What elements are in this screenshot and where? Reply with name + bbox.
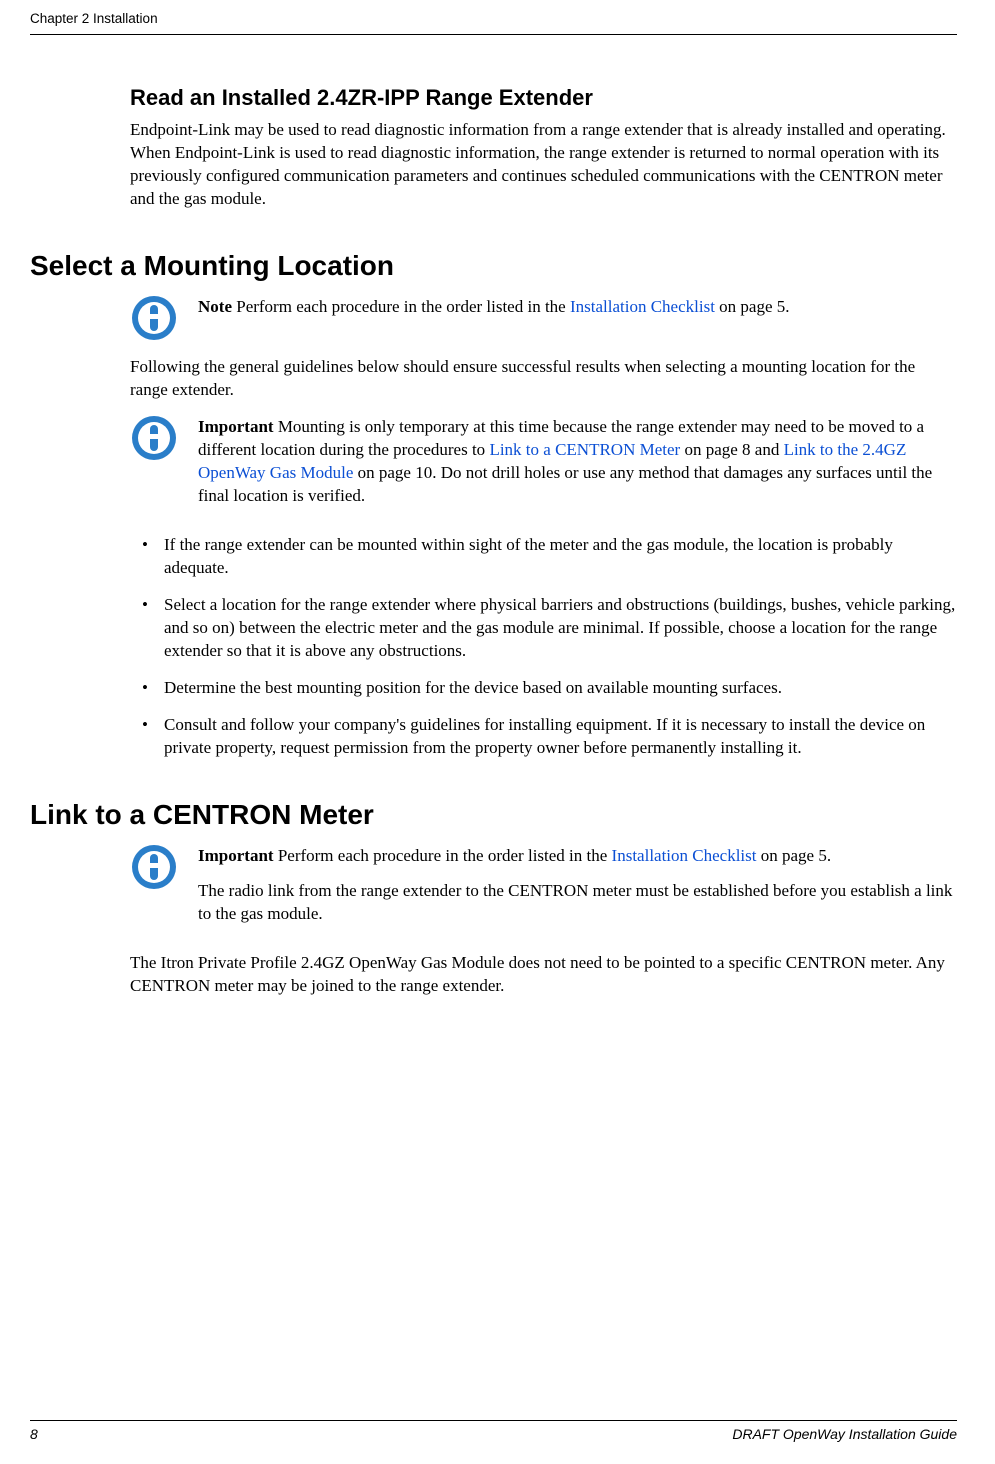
footer-guide-title: DRAFT OpenWay Installation Guide: [732, 1425, 957, 1444]
heading-link-centron: Link to a CENTRON Meter: [30, 796, 957, 834]
footer-rule: [30, 1420, 957, 1421]
note-text: Note Perform each procedure in the order…: [198, 296, 957, 319]
header-rule: [30, 34, 957, 35]
page-number: 8: [30, 1425, 38, 1444]
info-icon: [130, 843, 178, 891]
info-icon: [130, 294, 178, 342]
running-header: Chapter 2 Installation: [30, 10, 957, 28]
heading-read-installed: Read an Installed 2.4ZR-IPP Range Extend…: [130, 83, 957, 113]
list-item: Consult and follow your company's guidel…: [130, 714, 957, 760]
bullet-list: If the range extender can be mounted wit…: [130, 534, 957, 760]
link-installation-checklist[interactable]: Installation Checklist: [570, 297, 715, 316]
para-mounting-guidelines: Following the general guidelines below s…: [130, 356, 957, 402]
para-private-profile: The Itron Private Profile 2.4GZ OpenWay …: [130, 952, 957, 998]
link-installation-checklist[interactable]: Installation Checklist: [612, 846, 757, 865]
heading-select-mounting: Select a Mounting Location: [30, 247, 957, 285]
important-callout-mounting: Important Mounting is only temporary at …: [130, 414, 957, 520]
important-text-mounting: Important Mounting is only temporary at …: [198, 416, 957, 508]
para-radio-link: The radio link from the range extender t…: [198, 880, 957, 926]
important-text-link: Important Perform each procedure in the …: [198, 845, 957, 868]
list-item: Select a location for the range extender…: [130, 594, 957, 663]
list-item: Determine the best mounting position for…: [130, 677, 957, 700]
link-centron[interactable]: Link to a CENTRON Meter: [489, 440, 680, 459]
para-read-installed: Endpoint-Link may be used to read diagno…: [130, 119, 957, 211]
important-callout-link: Important Perform each procedure in the …: [130, 843, 957, 938]
info-icon: [130, 414, 178, 462]
list-item: If the range extender can be mounted wit…: [130, 534, 957, 580]
note-callout: Note Perform each procedure in the order…: [130, 294, 957, 342]
page-footer: 8 DRAFT OpenWay Installation Guide: [30, 1420, 957, 1444]
